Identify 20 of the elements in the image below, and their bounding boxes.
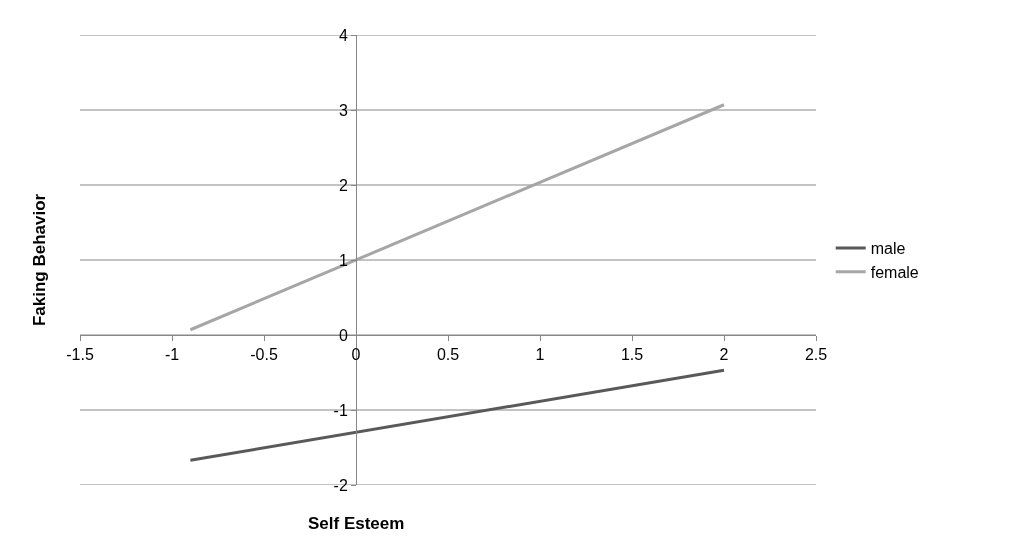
x-tick-label: 2.5: [804, 346, 828, 364]
x-tick-label: 0: [351, 346, 361, 364]
x-tick-label: 2: [719, 346, 729, 364]
x-axis-title: Self Esteem: [308, 514, 405, 533]
x-tick-label: -1: [164, 346, 180, 364]
y-tick-label: 2: [338, 176, 348, 194]
y-tick-label: 3: [338, 101, 348, 119]
y-axis-title: Faking Behavior: [30, 193, 50, 327]
x-tick-label: 1: [535, 346, 545, 364]
y-tick-label: 1: [338, 251, 348, 269]
x-tick-label: 0.5: [436, 346, 460, 364]
x-tick-label: 1.5: [620, 346, 644, 364]
y-tick-label: 0: [338, 326, 348, 344]
y-tick-label: -2: [333, 476, 348, 494]
y-tick-label: 4: [338, 26, 348, 44]
x-tick-label: -0.5: [250, 346, 278, 364]
legend-label: female: [870, 263, 919, 281]
legend-label: male: [870, 240, 906, 258]
x-tick-label: -1.5: [66, 346, 94, 364]
y-tick-label: -1: [333, 401, 348, 419]
